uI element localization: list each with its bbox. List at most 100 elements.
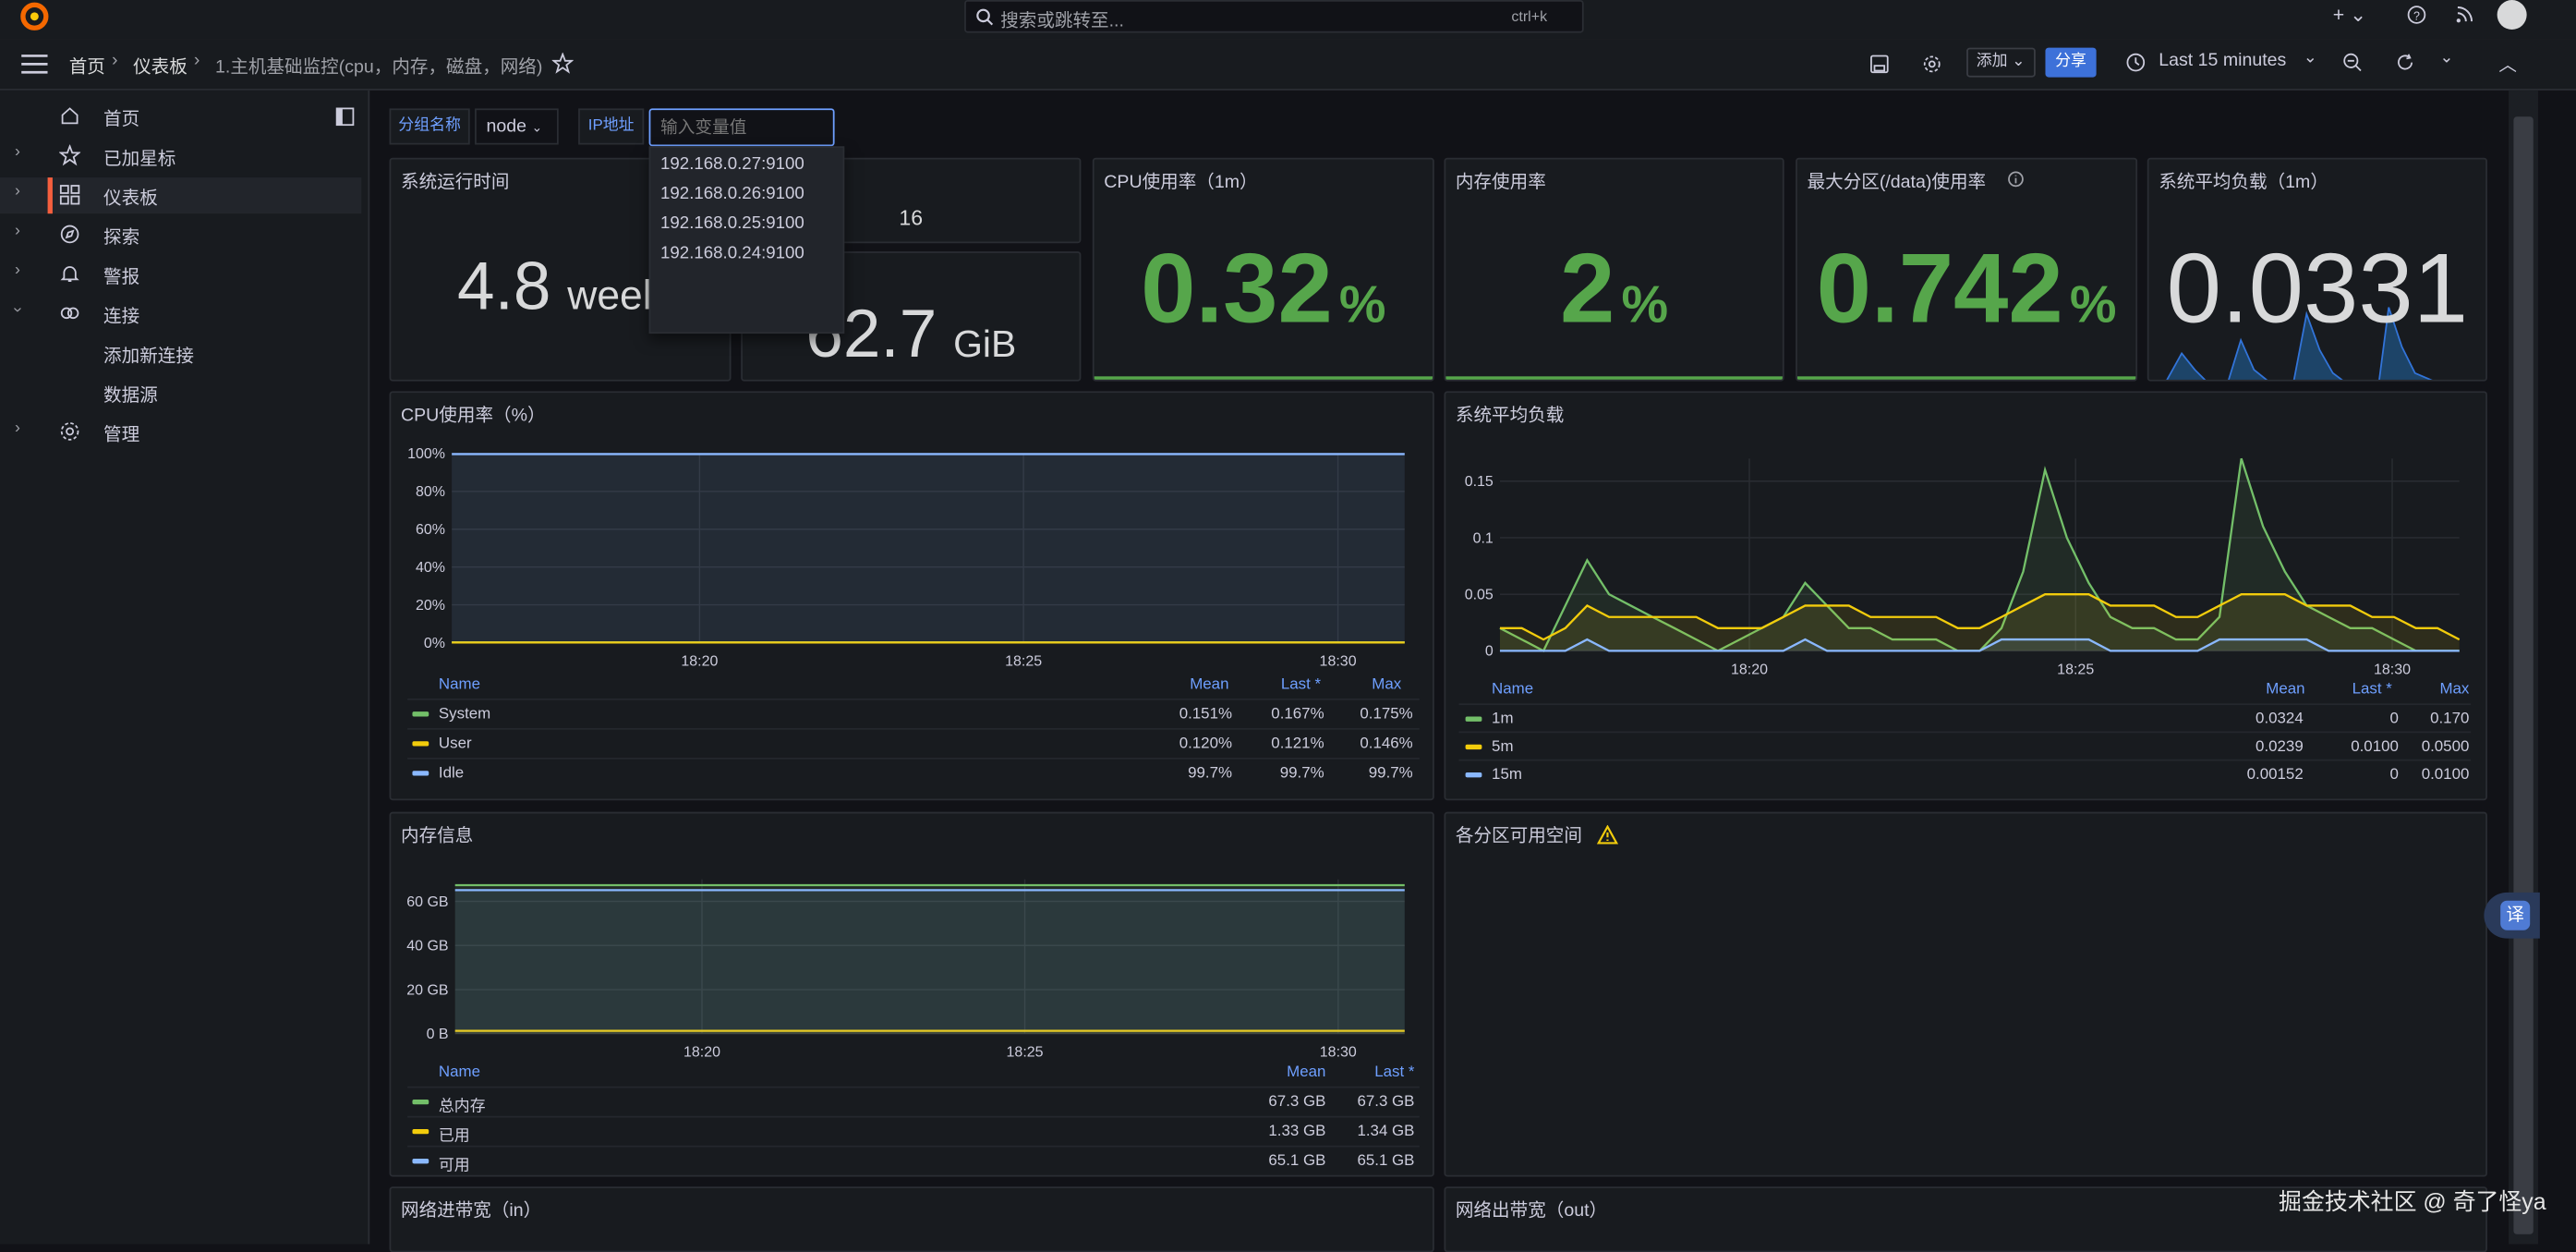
series-color-swatch xyxy=(412,1129,429,1134)
ip-option[interactable]: 192.168.0.27:9100 xyxy=(660,154,804,174)
avatar[interactable] xyxy=(2497,0,2527,30)
top-bar: 搜索或跳转至... ctrl+k + ⌄ ? xyxy=(0,0,2576,41)
gear-icon xyxy=(59,420,80,442)
series-mean: 1.33 GB xyxy=(1224,1123,1325,1141)
share-button[interactable]: 分享 xyxy=(2045,48,2096,78)
disk-usage-value: 0.742% xyxy=(1797,232,2135,346)
chevron-right-icon[interactable]: › xyxy=(15,182,20,201)
series-name: System xyxy=(439,705,490,723)
chevron-right-icon[interactable]: › xyxy=(15,261,20,280)
y-tick-label: 40 GB xyxy=(406,939,448,954)
new-plus-icon[interactable]: + ⌄ xyxy=(2333,4,2366,27)
sidebar-item-dashboards[interactable]: › 仪表板 xyxy=(0,177,361,213)
sidebar-item-home[interactable]: 首页 xyxy=(0,99,361,135)
legend-row[interactable]: Idle 99.7% 99.7% 99.7% xyxy=(407,758,1420,787)
sidebar-item-explore[interactable]: › 探索 xyxy=(0,217,361,253)
sidebar: 首页 › 已加星标 › 仪表板 › 探索 › 警报 › 连接 添加新连接 xyxy=(0,91,369,1245)
scrollbar[interactable] xyxy=(2509,91,2538,1245)
sidebar-item-datasources[interactable]: 数据源 xyxy=(0,375,361,411)
series-area-可用 xyxy=(455,890,1405,1033)
series-max: 0.0100 xyxy=(2367,766,2469,784)
add-button[interactable]: 添加 ⌄ xyxy=(1966,48,2036,78)
series-last: 1.34 GB xyxy=(1312,1123,1414,1141)
scrollbar-thumb[interactable] xyxy=(2513,116,2533,1234)
save-icon[interactable] xyxy=(1869,55,1889,74)
disk-usage-panel: 最大分区(/data)使用率 0.742% xyxy=(1796,158,2137,382)
ip-option[interactable]: 192.168.0.26:9100 xyxy=(660,184,804,203)
legend-header-last[interactable]: Last * xyxy=(1316,1064,1415,1082)
legend-header-name[interactable]: Name xyxy=(1492,680,1533,699)
chevron-right-icon[interactable]: › xyxy=(15,222,20,240)
y-tick-label: 0% xyxy=(424,636,445,651)
series-color-swatch xyxy=(412,771,429,775)
legend-header-mean[interactable]: Mean xyxy=(1131,675,1229,694)
grafana-logo-icon[interactable] xyxy=(19,2,49,31)
refresh-interval-chevron-icon[interactable]: ⌄ xyxy=(2439,49,2453,67)
legend-row[interactable]: User 0.120% 0.121% 0.146% xyxy=(407,728,1420,758)
collapse-up-icon[interactable]: ︿ xyxy=(2498,51,2517,77)
load1-value: 0.0331 xyxy=(2149,232,2486,346)
star-icon xyxy=(59,145,80,166)
load1-panel: 系统平均负载（1m） 0.0331 xyxy=(2147,158,2487,382)
chevron-right-icon[interactable]: › xyxy=(15,419,20,438)
panel-title: 最大分区(/data)使用率 xyxy=(1808,167,1987,193)
legend-row[interactable]: 1m 0.0324 0 0.170 xyxy=(1458,703,2471,733)
legend-header-mean[interactable]: Mean xyxy=(1228,1064,1326,1082)
legend-header-name[interactable]: Name xyxy=(439,675,480,694)
series-color-swatch xyxy=(412,1159,429,1163)
star-icon[interactable] xyxy=(552,53,574,74)
memory-usage-value: 2% xyxy=(1445,232,1783,346)
rss-icon[interactable] xyxy=(2454,5,2473,24)
zoom-out-icon[interactable] xyxy=(2342,53,2362,72)
legend-row[interactable]: 5m 0.0239 0.0100 0.0500 xyxy=(1458,732,2471,761)
sidebar-item-label: 探索 xyxy=(103,224,139,249)
settings-gear-icon[interactable] xyxy=(1922,55,1941,74)
x-tick-label: 18:25 xyxy=(1005,653,1042,669)
legend-row[interactable]: 已用 1.33 GB 1.34 GB xyxy=(407,1116,1420,1146)
legend-header-name[interactable]: Name xyxy=(439,1064,480,1082)
ip-option[interactable]: 192.168.0.25:9100 xyxy=(660,213,804,233)
sidebar-item-administration[interactable]: › 管理 xyxy=(0,414,361,450)
series-color-swatch xyxy=(1466,745,1482,749)
sidebar-item-add-connection[interactable]: 添加新连接 xyxy=(0,335,361,371)
legend-header-max[interactable]: Max xyxy=(2371,680,2470,699)
x-tick-label: 18:25 xyxy=(1007,1045,1044,1061)
sidebar-item-alerting[interactable]: › 警报 xyxy=(0,256,361,292)
legend-row[interactable]: 15m 0.00152 0 0.0100 xyxy=(1458,760,2471,789)
time-range-picker[interactable]: Last 15 minutes xyxy=(2159,51,2286,70)
refresh-icon[interactable] xyxy=(2395,53,2414,72)
sidebar-item-label: 警报 xyxy=(103,263,139,289)
shortcut-hint: ctrl+k xyxy=(1511,8,1547,25)
group-variable-select[interactable]: node ⌄ xyxy=(475,108,559,144)
sidebar-item-label: 数据源 xyxy=(103,382,158,407)
legend-header-max[interactable]: Max xyxy=(1303,675,1402,694)
panel-title: CPU使用率（1m） xyxy=(1104,167,1257,193)
series-name: 5m xyxy=(1492,738,1513,757)
legend-row[interactable]: 总内存 67.3 GB 67.3 GB xyxy=(407,1087,1420,1116)
translate-widget[interactable]: 译 xyxy=(2484,893,2539,939)
chevron-down-icon[interactable]: ⌄ xyxy=(2304,49,2317,67)
series-max: 0.0500 xyxy=(2367,738,2469,757)
series-name: 已用 xyxy=(439,1123,470,1146)
legend-header-mean[interactable]: Mean xyxy=(2207,680,2305,699)
series-color-swatch xyxy=(1466,772,1482,777)
sidebar-item-connections[interactable]: › 连接 xyxy=(0,296,361,332)
breadcrumb-home[interactable]: 首页 xyxy=(69,53,105,79)
sidebar-item-starred[interactable]: › 已加星标 xyxy=(0,138,361,174)
legend-row[interactable]: System 0.151% 0.167% 0.175% xyxy=(407,699,1420,728)
series-max: 0.175% xyxy=(1311,705,1412,723)
breadcrumb-dashboards[interactable]: 仪表板 xyxy=(133,53,187,79)
menu-icon[interactable] xyxy=(21,55,47,74)
chevron-right-icon[interactable]: › xyxy=(15,143,20,162)
series-area-5m xyxy=(1500,594,2460,650)
help-icon[interactable]: ? xyxy=(2407,5,2426,24)
chevron-down-icon[interactable]: › xyxy=(8,307,27,312)
legend-row[interactable]: 可用 65.1 GB 65.1 GB xyxy=(407,1146,1420,1175)
ip-option[interactable]: 192.168.0.24:9100 xyxy=(660,243,804,262)
ip-variable-input[interactable] xyxy=(649,108,835,146)
info-icon[interactable] xyxy=(2008,171,2025,188)
warning-icon[interactable] xyxy=(1597,825,1618,845)
panel-title: 系统运行时间 xyxy=(401,167,509,193)
y-tick-label: 0.15 xyxy=(1465,474,1494,490)
search-input[interactable]: 搜索或跳转至... ctrl+k xyxy=(964,0,1584,33)
